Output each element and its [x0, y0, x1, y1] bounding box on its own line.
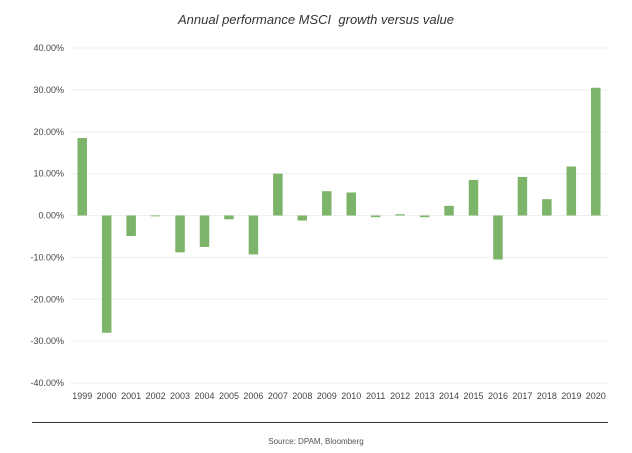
x-category-label: 2017	[512, 391, 532, 401]
y-tick-label: 30.00%	[33, 85, 64, 95]
x-category-label: 2006	[243, 391, 263, 401]
x-category-label: 2003	[170, 391, 190, 401]
bar-1999	[77, 138, 87, 216]
x-category-label: 2018	[537, 391, 557, 401]
bar-2017	[517, 176, 528, 216]
bar-2020	[591, 87, 601, 216]
x-category-label: 2000	[97, 391, 117, 401]
y-tick-label: 10.00%	[33, 169, 64, 179]
chart-title: Annual performance MSCI growth versus va…	[177, 12, 454, 27]
y-axis-ticks: 40.00% 30.00% 20.00% 10.00% 0.00% -10.00% -20.…	[30, 43, 64, 388]
y-tick-label: -20.00%	[30, 294, 64, 304]
bar-2011	[370, 215, 381, 218]
bar-chart: 40.00% 30.00% 20.00% 10.00% 0.00% -10.00% -20.…	[30, 43, 608, 401]
x-category-label: 2009	[317, 391, 337, 401]
x-category-label: 2016	[488, 391, 508, 401]
y-tick-label: -10.00%	[30, 252, 64, 262]
bar-2007	[273, 173, 283, 216]
footer-divider	[32, 422, 608, 423]
x-category-label: 2015	[463, 391, 483, 401]
bar-2009	[322, 191, 332, 216]
bar-2002	[150, 215, 161, 217]
x-category-label: 2002	[146, 391, 166, 401]
x-category-label: 2004	[194, 391, 214, 401]
bar-2013	[419, 215, 430, 218]
bar-2005	[224, 215, 234, 220]
x-category-label: 2019	[561, 391, 581, 401]
bars	[77, 87, 601, 333]
bar-2016	[493, 215, 503, 260]
bar-2018	[542, 199, 552, 216]
bar-2000	[101, 215, 112, 333]
y-tick-label: 40.00%	[33, 43, 64, 53]
x-category-label: 1999	[72, 391, 92, 401]
bar-2019	[566, 166, 577, 216]
bar-2014	[444, 205, 454, 216]
x-category-label: 2010	[341, 391, 361, 401]
bar-2015	[468, 179, 479, 216]
x-category-label: 2020	[586, 391, 606, 401]
y-tick-label: 0.00%	[38, 211, 64, 221]
x-axis-categories: 1999 2000 2001 2002 2003 2004 2005 2006 2007 2008…	[72, 391, 606, 401]
bar-2004	[199, 215, 210, 247]
source-note: Source: DPAM, Bloomberg	[268, 437, 364, 446]
y-tick-label: -30.00%	[30, 336, 64, 346]
y-tick-label: -40.00%	[30, 378, 64, 388]
x-category-label: 2005	[219, 391, 239, 401]
bar-2012	[395, 214, 405, 216]
bar-2001	[126, 215, 136, 237]
x-category-label: 2011	[366, 391, 385, 401]
gridlines	[70, 47, 608, 384]
x-category-label: 2001	[121, 391, 141, 401]
bar-2006	[248, 215, 259, 255]
x-category-label: 2014	[439, 391, 459, 401]
bar-2010	[346, 192, 356, 216]
x-category-label: 2013	[415, 391, 435, 401]
bar-2008	[297, 215, 308, 221]
bar-2003	[175, 215, 185, 253]
x-category-label: 2012	[390, 391, 410, 401]
y-tick-label: 20.00%	[33, 127, 64, 137]
x-category-label: 2007	[268, 391, 288, 401]
x-category-label: 2008	[292, 391, 312, 401]
